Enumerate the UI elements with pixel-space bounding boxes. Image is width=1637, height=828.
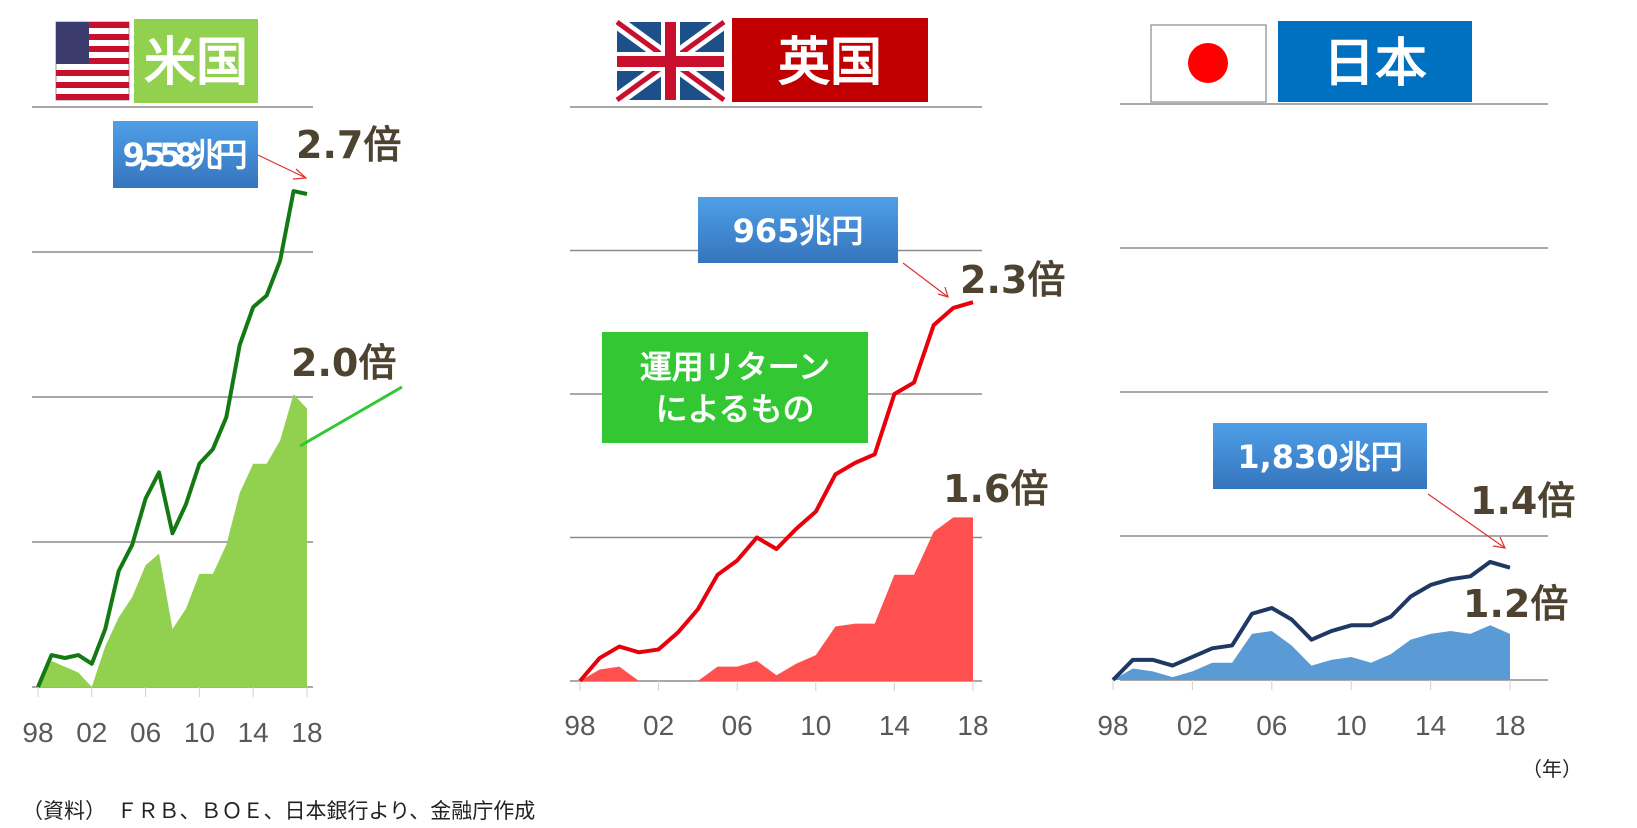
uk-chart: 98 02 06 10 14 18: [564, 106, 989, 741]
uk-header-box: [732, 18, 928, 102]
uk-return-multiple: 1.6倍: [943, 467, 1048, 511]
x-tick-label: 02: [1177, 710, 1208, 741]
us-header-box: [134, 19, 258, 103]
japan-arrow-icon: [1427, 493, 1507, 549]
x-tick-label: 06: [130, 717, 161, 748]
uk-flag-icon: [612, 16, 729, 106]
japan-header-box: [1278, 21, 1472, 102]
japan-total-line: [1111, 559, 1511, 682]
x-tick-label: 14: [879, 710, 910, 741]
uk-amount-label: 965兆円: [733, 212, 864, 250]
us-flag-icon: [55, 21, 130, 101]
callout-line2: によるもの: [655, 390, 814, 428]
uk-arrow-icon: [902, 262, 949, 298]
japan-return-area: [1113, 625, 1510, 680]
us-amount-label: 9,558兆円: [123, 136, 248, 174]
uk-return-area: [580, 517, 973, 681]
japan-total-multiple: 1.4倍: [1470, 479, 1575, 523]
us-arrow-icon: [257, 154, 308, 180]
x-tick-label: 10: [800, 710, 831, 741]
us-total-line: [36, 189, 308, 688]
japan-flag-icon: [1150, 24, 1267, 103]
x-tick-label: 18: [957, 710, 988, 741]
x-tick-label: 14: [1415, 710, 1446, 741]
japan-return-multiple: 1.2倍: [1463, 582, 1568, 626]
japan-title: 日本: [1323, 34, 1427, 94]
callout-box: [602, 332, 868, 443]
x-tick-label: 98: [564, 710, 595, 741]
x-tick-label: 18: [291, 717, 322, 748]
x-tick-label: 18: [1494, 710, 1525, 741]
japan-amount-box: [1213, 423, 1427, 489]
us-return-area: [38, 394, 307, 687]
us-return-multiple: 2.0倍: [291, 341, 396, 385]
uk-title: 英国: [778, 33, 882, 93]
us-chart: 98 02 06 10 14 18: [22, 106, 323, 748]
source-note: （資料） ＦＲＢ、ＢＯＥ、日本銀行より、金融庁作成: [22, 799, 535, 823]
uk-total-line: [578, 300, 974, 683]
japan-amount-label: 1,830兆円: [1237, 438, 1402, 476]
callout-pointer: [299, 385, 403, 448]
callout-line1: 運用リターン: [640, 348, 830, 386]
x-tick-label: 06: [1256, 710, 1287, 741]
x-unit-label: （年）: [1522, 757, 1582, 781]
x-tick-label: 06: [722, 710, 753, 741]
japan-chart: 98 02 06 10 14 18: [1097, 103, 1548, 741]
uk-total-multiple: 2.3倍: [960, 258, 1065, 302]
x-tick-label: 10: [184, 717, 215, 748]
uk-amount-box: [698, 197, 898, 263]
x-tick-label: 02: [643, 710, 674, 741]
us-title: 米国: [144, 33, 248, 93]
x-tick-label: 02: [76, 717, 107, 748]
us-total-multiple: 2.7倍: [296, 123, 401, 167]
x-tick-label: 98: [1097, 710, 1128, 741]
us-amount-box: [113, 121, 258, 188]
x-tick-label: 14: [238, 717, 269, 748]
x-tick-label: 98: [22, 717, 53, 748]
x-tick-label: 10: [1336, 710, 1367, 741]
